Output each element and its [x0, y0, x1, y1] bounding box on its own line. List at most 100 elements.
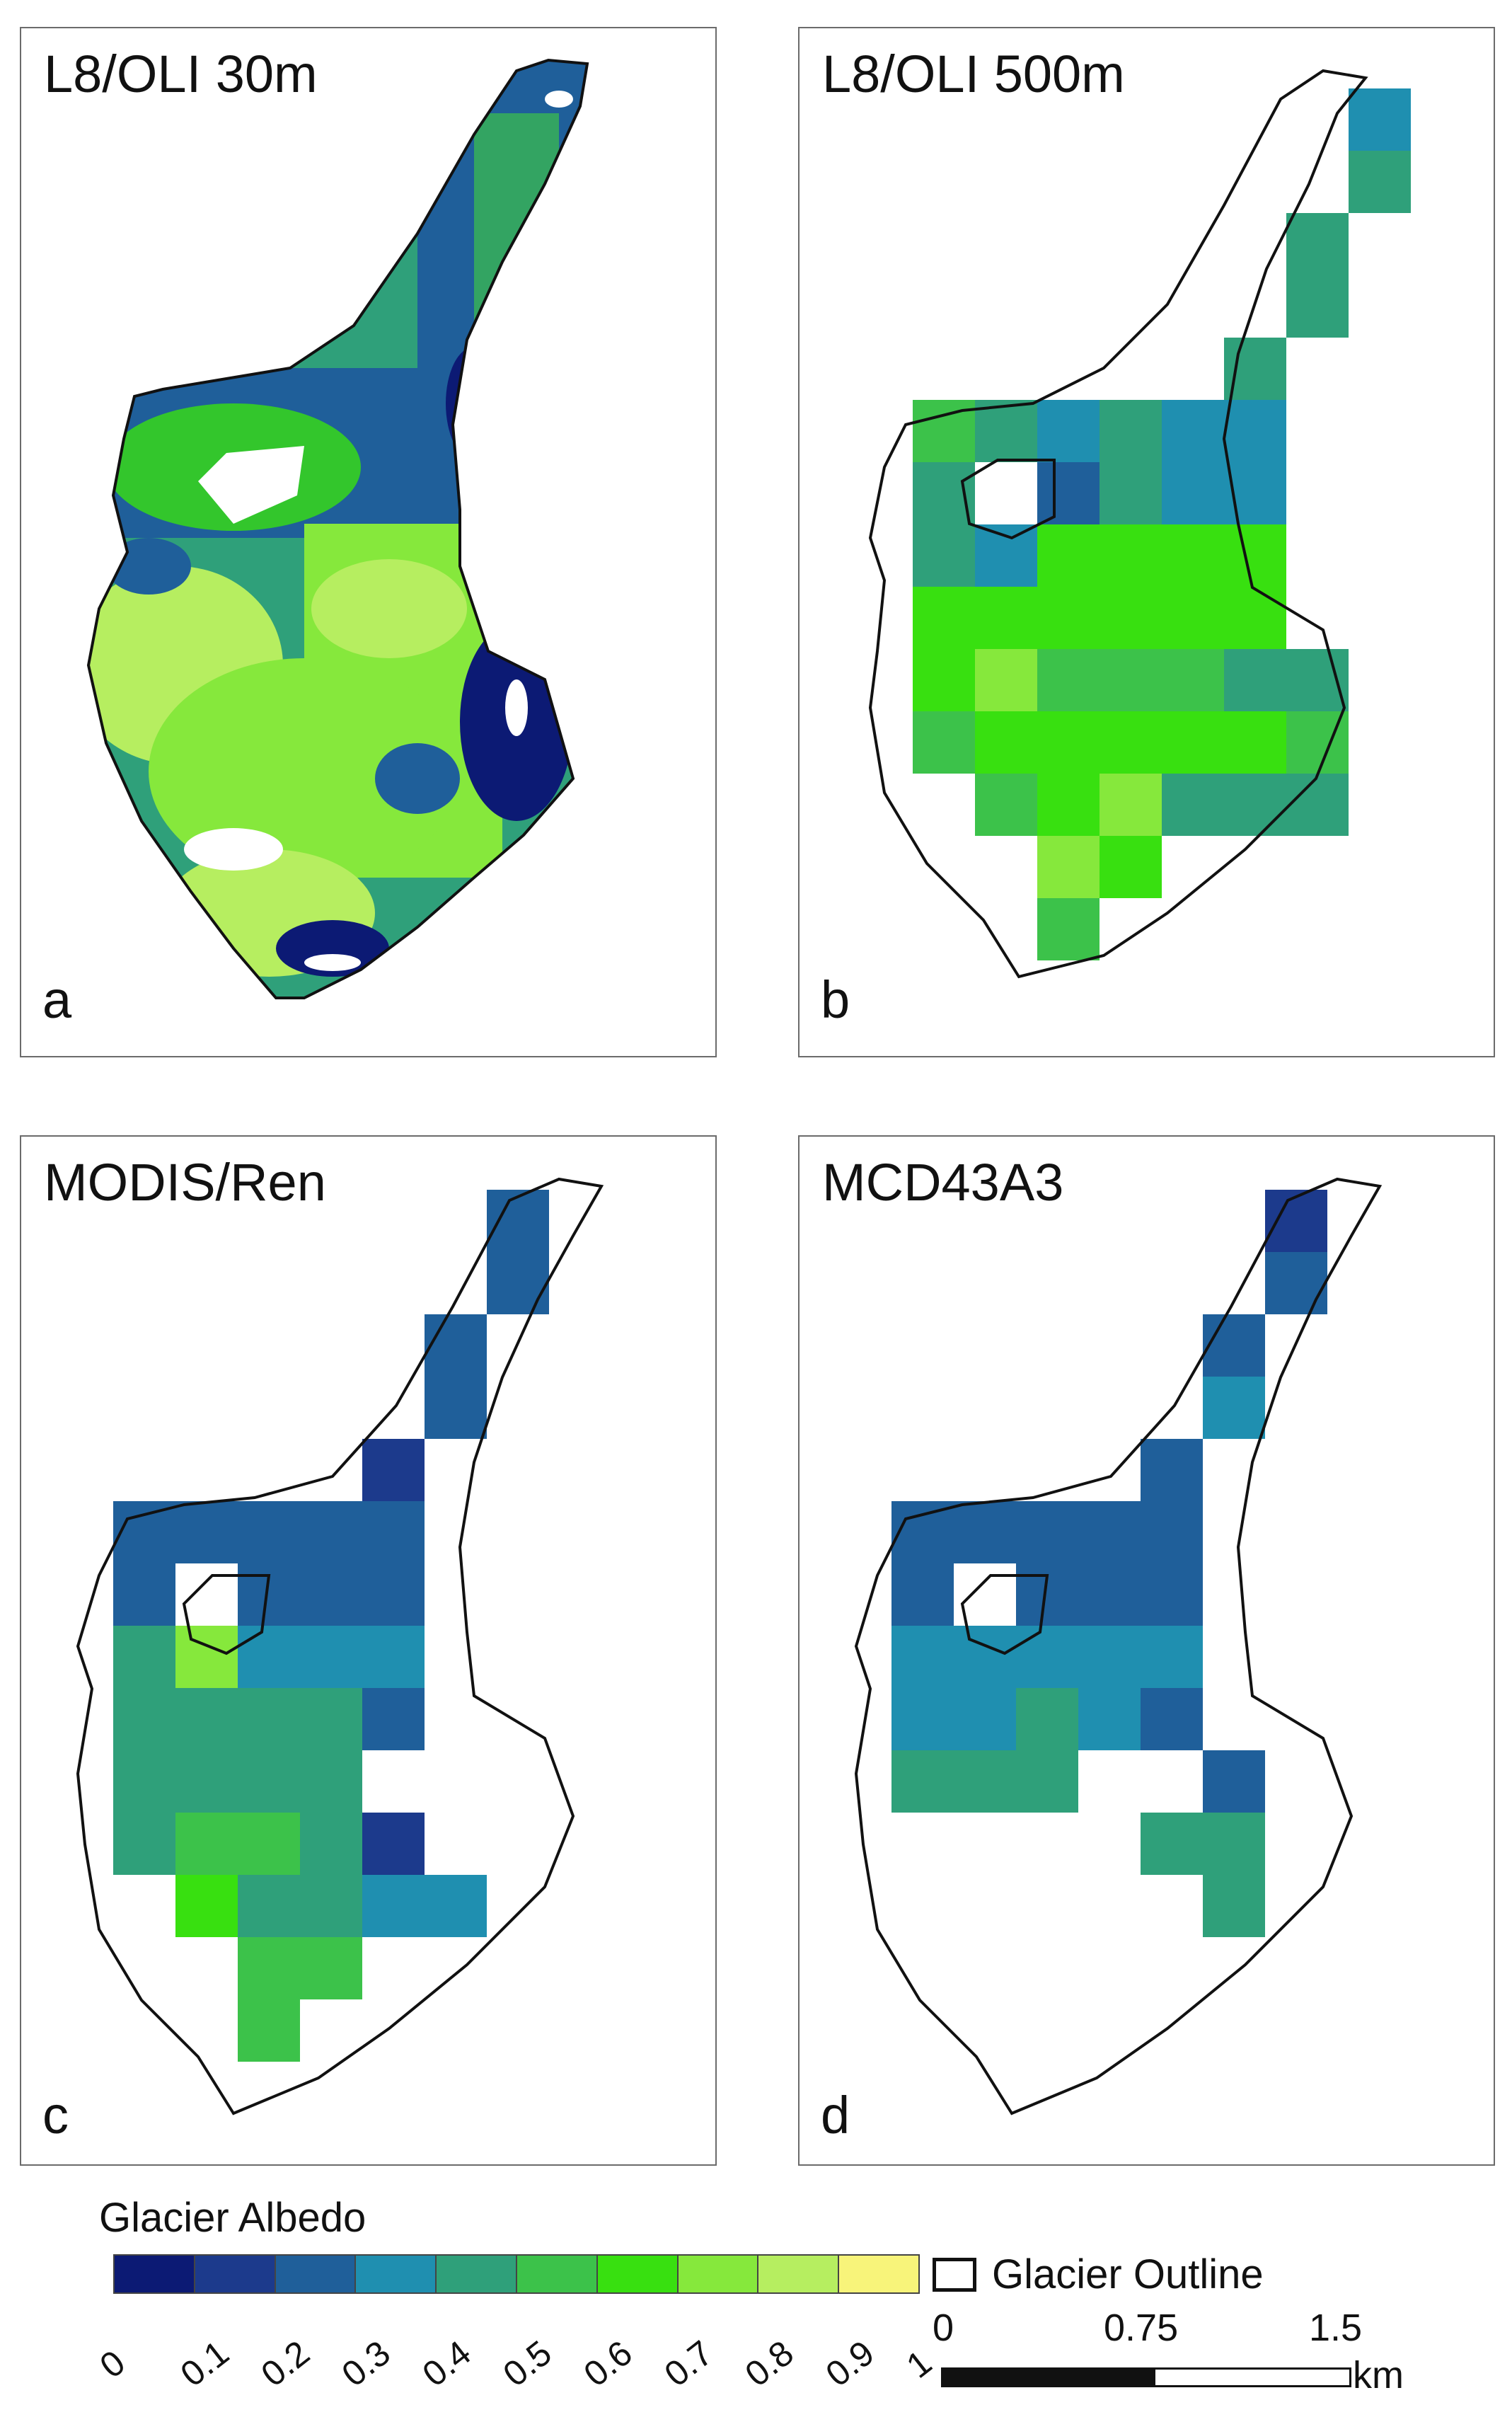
albedo-pixel [1016, 1563, 1078, 1626]
albedo-pixel [1100, 524, 1162, 587]
panel-a-map [86, 58, 589, 999]
panel-c-modis-ren: MODIS/Ren c [20, 1135, 717, 2166]
albedo-pixel [975, 711, 1037, 774]
albedo-pixel [1203, 1875, 1265, 1937]
albedo-pixel [1162, 774, 1224, 836]
albedo-pixel [175, 1501, 238, 1563]
glacier-outline [854, 1177, 1383, 2115]
albedo-pixel [1100, 711, 1162, 774]
glacier-outline [76, 1177, 604, 2115]
colorbar-cell-9 [839, 2256, 918, 2292]
albedo-pixel [1037, 836, 1100, 898]
albedo-pixel [1224, 587, 1286, 649]
colorbar-cell-6 [597, 2256, 679, 2292]
albedo-pixel [891, 1501, 954, 1563]
glacier-outline-label: Glacier Outline [992, 2251, 1264, 2297]
albedo-pixel [425, 1314, 487, 1377]
albedo-pixel [113, 1563, 175, 1626]
albedo-pixel [1224, 400, 1286, 462]
albedo-pixel [913, 587, 975, 649]
colorbar-cell-8 [758, 2256, 840, 2292]
panel-title: MODIS/Ren [44, 1153, 326, 1212]
panel-title: L8/OLI 500m [822, 45, 1125, 103]
albedo-pixel [1016, 1750, 1078, 1813]
scalebar-tick-075: 0.75 [1104, 2307, 1179, 2349]
glacier-outline-swatch [933, 2258, 976, 2292]
albedo-pixel [1162, 587, 1224, 649]
scalebar-tick-15: 1.5 [1309, 2307, 1363, 2349]
albedo-pixel [1286, 649, 1349, 711]
albedo-pixel [1100, 774, 1162, 836]
albedo-pixel [913, 649, 975, 711]
albedo-pixel [1224, 649, 1286, 711]
albedo-pixel [1286, 213, 1349, 275]
legend-title: Glacier Albedo [99, 2195, 367, 2241]
albedo-pixel [1141, 1626, 1203, 1688]
panel-c-map [76, 1177, 604, 2115]
albedo-pixel [487, 1252, 549, 1314]
albedo-pixel [362, 1439, 425, 1501]
albedo-pixel [891, 1750, 954, 1813]
albedo-pixel [175, 1626, 238, 1688]
albedo-pixel [954, 1688, 1016, 1750]
albedo-pixel [238, 1626, 300, 1688]
albedo-pixel [1078, 1688, 1141, 1750]
albedo-pixel [300, 1626, 362, 1688]
albedo-pixel [1016, 1688, 1078, 1750]
albedo-pixel [1078, 1563, 1141, 1626]
scalebar-unit: km [1353, 2354, 1404, 2396]
albedo-pixel [1203, 1377, 1265, 1439]
albedo-pixel [1162, 649, 1224, 711]
panel-letter: b [821, 970, 850, 1029]
colorbar-tick-label: 0.1 [173, 2332, 236, 2394]
albedo-pixel [1162, 462, 1224, 524]
albedo-pixel [1141, 1688, 1203, 1750]
albedo-pixel [238, 1688, 300, 1750]
albedo-pixel [1037, 400, 1100, 462]
albedo-pixel [1224, 524, 1286, 587]
panel-d-map [854, 1177, 1383, 2115]
colorbar-tick-label: 0.2 [253, 2332, 317, 2394]
albedo-pixel [113, 1813, 175, 1875]
albedo-pixel [175, 1813, 238, 1875]
scalebar-black-segment [941, 2367, 1153, 2387]
panel-title: MCD43A3 [822, 1153, 1064, 1212]
colorbar-tick-label: 0.4 [415, 2332, 478, 2394]
albedo-pixel [300, 1563, 362, 1626]
albedo-pixel [1100, 587, 1162, 649]
albedo-pixel [913, 524, 975, 587]
colorbar-tick-label: 0.7 [657, 2332, 720, 2394]
panel-title: L8/OLI 30m [44, 45, 318, 103]
colorbar-cell-7 [678, 2256, 759, 2292]
albedo-pixel [1265, 1190, 1327, 1252]
colorbar-cell-3 [356, 2256, 437, 2292]
albedo-pixel [175, 1875, 238, 1937]
albedo-pixel [238, 1563, 300, 1626]
albedo-pixel [487, 1190, 549, 1252]
albedo-pixel [1349, 88, 1411, 151]
albedo-pixel [1037, 587, 1100, 649]
colorbar-cell-4 [437, 2256, 517, 2292]
albedo-pixel [1162, 524, 1224, 587]
colorbar-tick-label: 0.5 [495, 2332, 559, 2394]
albedo-pixel [1100, 462, 1162, 524]
albedo-pixel [1203, 1314, 1265, 1377]
albedo-pixel [1141, 1813, 1203, 1875]
albedo-pixel [1224, 711, 1286, 774]
panel-letter: d [821, 2086, 850, 2145]
nunatak-outline [182, 1574, 271, 1655]
colorbar-tick-label: 0.9 [818, 2332, 882, 2394]
albedo-pixel [1141, 1501, 1203, 1563]
albedo-pixel [425, 1377, 487, 1439]
panel-b-map [868, 69, 1411, 979]
albedo-pixel [238, 1501, 300, 1563]
albedo-pixel [362, 1501, 425, 1563]
albedo-pixel [891, 1688, 954, 1750]
colorbar-tick-label: 0 [92, 2342, 133, 2386]
albedo-pixel [300, 1813, 362, 1875]
albedo-pixel [954, 1626, 1016, 1688]
panel-letter: c [42, 2086, 69, 2145]
albedo-pixel [1100, 400, 1162, 462]
albedo-pixel [1286, 774, 1349, 836]
albedo-pixel [300, 1688, 362, 1750]
